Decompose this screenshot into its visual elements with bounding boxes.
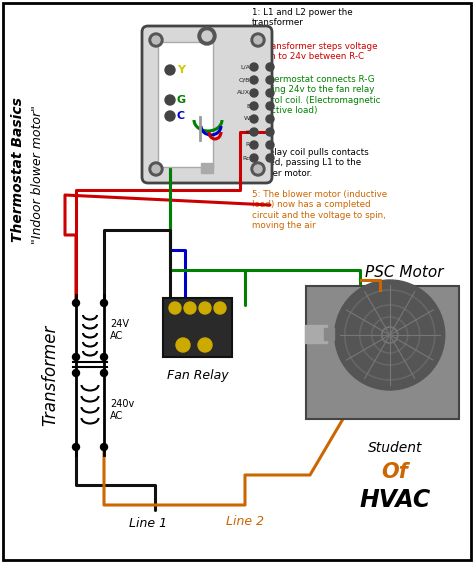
Circle shape <box>202 31 212 41</box>
FancyBboxPatch shape <box>306 286 459 419</box>
Bar <box>324 328 334 340</box>
Text: R: R <box>246 142 250 148</box>
Circle shape <box>250 89 258 97</box>
Circle shape <box>149 33 163 47</box>
Circle shape <box>251 33 265 47</box>
Text: Line 2: Line 2 <box>226 515 264 528</box>
Circle shape <box>335 280 445 390</box>
Circle shape <box>250 76 258 84</box>
Bar <box>158 42 213 167</box>
Text: Y: Y <box>177 65 185 75</box>
Circle shape <box>100 369 108 377</box>
Circle shape <box>250 141 258 149</box>
Text: 3: Thermostat connects R-G
passing 24v to the fan relay
control coil. (Electroma: 3: Thermostat connects R-G passing 24v t… <box>252 75 381 115</box>
Circle shape <box>250 63 258 71</box>
Text: 240v
AC: 240v AC <box>110 399 134 421</box>
Circle shape <box>165 111 175 121</box>
Text: "Indoor blower motor": "Indoor blower motor" <box>31 106 45 244</box>
Text: 24V
AC: 24V AC <box>110 319 129 341</box>
Circle shape <box>250 102 258 110</box>
Text: 4: Relay coil pulls contacts
closed, passing L1 to the
blower motor.: 4: Relay coil pulls contacts closed, pas… <box>252 148 369 178</box>
FancyBboxPatch shape <box>163 298 232 357</box>
Circle shape <box>73 444 80 450</box>
Circle shape <box>251 162 265 176</box>
Text: K: K <box>246 129 250 135</box>
Circle shape <box>250 128 258 136</box>
Text: Thermostat Basics: Thermostat Basics <box>11 97 25 243</box>
Circle shape <box>165 95 175 105</box>
Text: Student: Student <box>368 441 422 455</box>
Circle shape <box>266 128 274 136</box>
Text: PSC Motor: PSC Motor <box>365 265 444 280</box>
Circle shape <box>149 162 163 176</box>
Circle shape <box>176 338 190 352</box>
Circle shape <box>199 302 211 314</box>
Text: Rc: Rc <box>242 155 250 160</box>
FancyBboxPatch shape <box>142 26 272 183</box>
Circle shape <box>266 115 274 123</box>
Text: L/A: L/A <box>240 65 250 69</box>
Bar <box>201 163 213 173</box>
Circle shape <box>198 27 216 45</box>
Circle shape <box>198 338 212 352</box>
Circle shape <box>184 302 196 314</box>
Text: G: G <box>176 95 185 105</box>
Text: O/B: O/B <box>238 78 250 83</box>
Circle shape <box>254 165 262 173</box>
Text: 2: Transformer steps voltage
down to 24v between R-C: 2: Transformer steps voltage down to 24v… <box>252 42 377 61</box>
Circle shape <box>73 300 80 306</box>
Circle shape <box>73 369 80 377</box>
Circle shape <box>100 300 108 306</box>
Text: Transformer: Transformer <box>41 324 59 426</box>
Bar <box>305 325 327 343</box>
Circle shape <box>73 354 80 360</box>
Circle shape <box>165 65 175 75</box>
Text: W: W <box>244 117 250 122</box>
Text: Of: Of <box>382 462 409 482</box>
Circle shape <box>250 115 258 123</box>
Text: E: E <box>246 104 250 109</box>
Circle shape <box>266 89 274 97</box>
Circle shape <box>266 102 274 110</box>
Text: C: C <box>177 111 185 121</box>
Text: Fan Relay: Fan Relay <box>167 369 228 382</box>
Text: 5: The blower motor (inductive
load) now has a completed
circuit and the voltage: 5: The blower motor (inductive load) now… <box>252 190 387 230</box>
Circle shape <box>266 154 274 162</box>
Circle shape <box>250 154 258 162</box>
Circle shape <box>152 165 160 173</box>
Text: Line 1: Line 1 <box>129 517 167 530</box>
Circle shape <box>100 354 108 360</box>
Circle shape <box>266 76 274 84</box>
Text: 1: L1 and L2 power the
transformer: 1: L1 and L2 power the transformer <box>252 8 353 28</box>
Circle shape <box>214 302 226 314</box>
Circle shape <box>169 302 181 314</box>
Circle shape <box>266 141 274 149</box>
Circle shape <box>100 444 108 450</box>
Circle shape <box>152 36 160 44</box>
Text: AUX: AUX <box>237 91 250 96</box>
Circle shape <box>254 36 262 44</box>
Circle shape <box>266 63 274 71</box>
Text: HVAC: HVAC <box>359 488 430 512</box>
